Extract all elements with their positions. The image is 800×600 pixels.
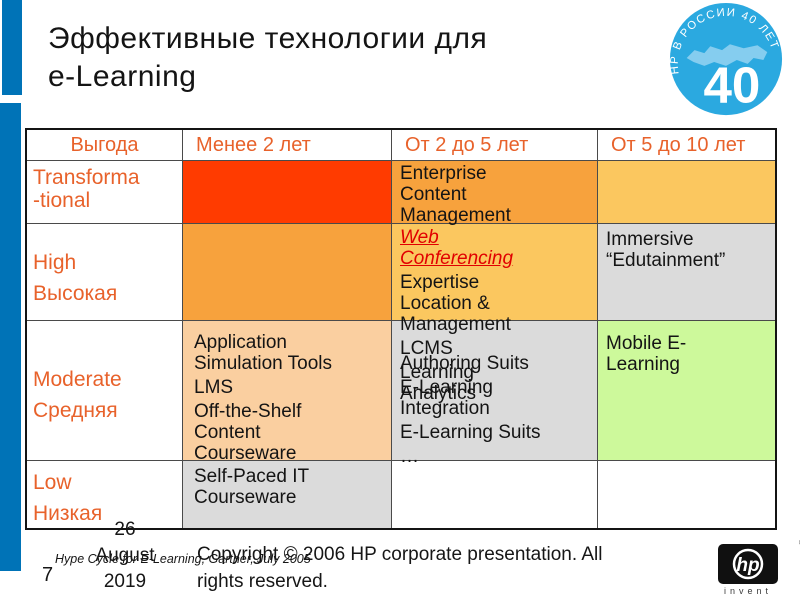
cell-text-authoring-suits: Authoring Suits — [400, 353, 529, 374]
page-title: Эффективные технологии для e-Learning — [48, 20, 668, 96]
footer-date: 26 August 2019 — [95, 519, 155, 592]
cell-moderate-label-bg — [27, 321, 183, 461]
hp-russia-40-badge: НР В РОССИИ 40 ЛЕТ 40 — [666, 1, 786, 119]
russia-map-icon — [686, 44, 768, 66]
cell-high-5to10y — [598, 224, 775, 321]
row-label-line: Moderate — [33, 368, 122, 391]
cell-text-high-2to5y: Web Conferencing Expertise Location & Ma… — [400, 227, 542, 407]
row-label-moderate: Moderate Средняя — [33, 364, 122, 426]
column-header-5-10y: От 5 до 10 лет — [598, 130, 775, 161]
cell-text-lcms: LCMS — [400, 338, 453, 359]
cell-text-elearning-integration: E-Learning Integration — [400, 377, 493, 419]
cell-text-elearning-suits: E-Learning Suits — [400, 422, 541, 443]
hp-logo-text: hp — [736, 555, 759, 576]
row-label-line: Low — [33, 471, 72, 494]
column-header-2-5y: От 2 до 5 лет — [392, 130, 598, 161]
cell-text-ellipsis: … — [400, 446, 419, 467]
cell-text-expertise: Expertise Location & Management — [400, 272, 511, 335]
web-conferencing-link[interactable]: Web Conferencing — [400, 227, 514, 269]
cell-high-less2y — [183, 224, 392, 321]
cell-text-immersive: Immersive “Edutainment” — [606, 229, 726, 271]
cell-transformational-label-bg — [27, 161, 183, 224]
page-title-line1: Эффективные технологии для — [48, 22, 488, 55]
column-header-less-2y: Менее 2 лет — [183, 130, 392, 161]
cell-text-moderate-2to5y: Authoring Suits E-Learning Integration E… — [400, 353, 572, 470]
page-number: 7 — [42, 564, 54, 586]
cell-high-2to5y — [392, 224, 598, 321]
footer-source-citation: Hype Cycle for E-Learning, Gartner, July… — [55, 552, 311, 566]
cell-text-learning-analytics: Learning Analytics — [400, 362, 477, 404]
cell-moderate-5to10y — [598, 321, 775, 461]
cell-high-label-bg — [27, 224, 183, 321]
cell-text-moderate-less2y: Application Simulation Tools LMS Off-the… — [194, 332, 362, 467]
cell-transformational-less2y — [183, 161, 392, 224]
cell-low-label-bg — [27, 461, 183, 528]
hype-cycle-table: Выгода Менее 2 лет От 2 до 5 лет От 5 до… — [25, 128, 777, 530]
cell-transformational-5to10y — [598, 161, 775, 224]
row-label-line: High — [33, 251, 77, 274]
row-label-line: -tional — [33, 189, 91, 212]
row-label-line: Низкая — [33, 502, 103, 525]
cell-low-2to5y — [392, 461, 598, 528]
cell-text-self-paced: Self-Paced IT Courseware — [194, 466, 309, 508]
column-header-benefit: Выгода — [27, 130, 183, 161]
hp-logo: hp invent — [716, 544, 780, 596]
cell-text-application-simulation: Application Simulation Tools — [194, 332, 333, 374]
hp-logo-registered-mark: ® — [799, 540, 800, 547]
footer-copyright: Copyright © 2006 HP corporate presentati… — [197, 544, 603, 592]
left-accent-bar — [0, 103, 21, 571]
row-label-low: Low Низкая — [33, 467, 102, 529]
row-label-line: Средняя — [33, 399, 118, 422]
badge-number: 40 — [703, 56, 760, 113]
cell-moderate-2to5y — [392, 321, 598, 461]
cell-low-5to10y — [598, 461, 775, 528]
cell-text-enterprise-content: Enterprise Content Management — [400, 163, 511, 226]
cell-text-lms: LMS — [194, 377, 234, 398]
row-label-transformational: Transforma -tional — [33, 166, 140, 212]
cell-moderate-less2y — [183, 321, 392, 461]
row-label-line: Высокая — [33, 282, 118, 305]
left-accent-bar-top — [2, 0, 22, 95]
row-label-line: Transforma — [33, 166, 140, 189]
cell-text-off-the-shelf: Off-the-Shelf Content Courseware — [194, 401, 302, 464]
cell-low-less2y — [183, 461, 392, 528]
badge-circle-icon: НР В РОССИИ 40 ЛЕТ 40 — [669, 2, 783, 116]
cell-text-mobile-elearning: Mobile E-Learning — [606, 333, 687, 375]
cell-transformational-2to5y — [392, 161, 598, 224]
hp-logo-icon: hp — [718, 544, 778, 584]
hp-invent-label: invent — [723, 586, 773, 596]
page-title-line2: e-Learning — [48, 60, 197, 93]
row-label-high: High Высокая — [33, 247, 117, 309]
